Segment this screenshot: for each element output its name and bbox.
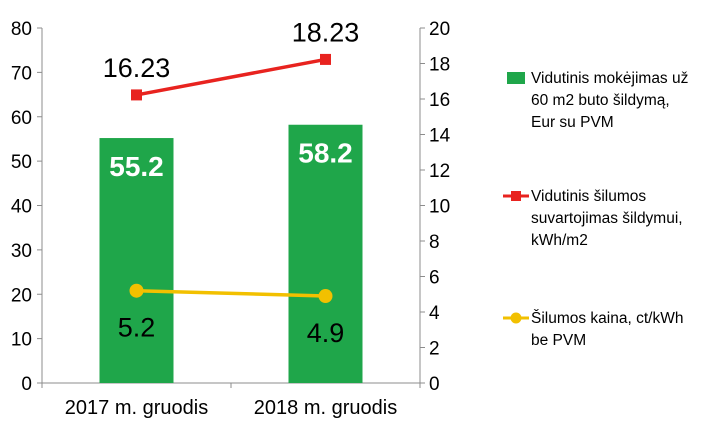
- legend-line: Eur su PVM: [531, 114, 614, 131]
- y-right-tick-label: 16: [429, 90, 450, 111]
- legend-line: 60 m2 buto šildymą,: [531, 92, 670, 109]
- y-left-tick-label: 30: [11, 241, 32, 262]
- line-point-marker: [129, 283, 144, 298]
- line-data-label: 16.23: [103, 53, 171, 83]
- y-left-tick-label: 60: [11, 108, 32, 129]
- legend-line-circle-swatch: [503, 312, 529, 324]
- y-right-tick-label: 2: [429, 339, 440, 360]
- y-left-tick-label: 20: [11, 285, 32, 306]
- y-right-tick-label: 14: [429, 126, 451, 147]
- legend-label-consumption: Vidutinis šilumos suvartojimas šildymui,…: [531, 186, 720, 252]
- y-right-tick-label: 6: [429, 268, 440, 289]
- legend-label-payment: Vidutinis mokėjimas už 60 m2 buto šildym…: [531, 68, 720, 134]
- legend-line: Vidutinis šilumos: [531, 188, 647, 205]
- series-line: [136, 288, 326, 298]
- y-right-tick-label: 8: [429, 232, 440, 253]
- y-left-tick-label: 50: [11, 152, 32, 173]
- bar: [288, 124, 363, 384]
- line-point-marker: [318, 289, 333, 304]
- y-left-tick-label: 70: [11, 63, 32, 84]
- y-right-tick-label: 0: [429, 374, 440, 395]
- series-line: [136, 57, 326, 97]
- line-point-marker: [320, 53, 331, 65]
- y-right-tick-label: 12: [429, 161, 450, 182]
- bar-data-label: 55.2: [109, 151, 164, 182]
- y-right-tick-label: 20: [429, 19, 450, 40]
- legend-label-price: Šilumos kaina, ct/kWh be PVM: [531, 308, 720, 352]
- line-data-label: 4.9: [307, 318, 345, 348]
- y-right-tick-label: 4: [429, 303, 440, 324]
- legend-line: suvartojimas šildymui,: [531, 210, 683, 227]
- x-tick-label: 2018 m. gruodis: [254, 397, 397, 419]
- y-left-tick-label: 0: [21, 374, 32, 395]
- legend-line: Šilumos kaina, ct/kWh: [531, 310, 684, 327]
- line-data-label: 18.23: [292, 17, 360, 47]
- y-left-tick-label: 80: [11, 19, 32, 40]
- legend-line: be PVM: [531, 332, 587, 349]
- bar-data-label: 58.2: [298, 138, 353, 169]
- bar: [99, 138, 174, 383]
- legend-bar-swatch: [507, 72, 525, 84]
- legend-line: kWh/m2: [531, 232, 588, 249]
- y-right-tick-label: 10: [429, 197, 450, 218]
- line-data-label: 5.2: [118, 313, 156, 343]
- y-left-tick-label: 10: [11, 330, 32, 351]
- legend-line-square-swatch: [503, 191, 529, 201]
- y-left-tick-label: 40: [11, 197, 32, 218]
- y-right-tick-label: 18: [429, 55, 450, 76]
- legend-line: Vidutinis mokėjimas už: [531, 70, 689, 87]
- line-point-marker: [131, 89, 142, 101]
- x-tick-label: 2017 m. gruodis: [65, 397, 208, 419]
